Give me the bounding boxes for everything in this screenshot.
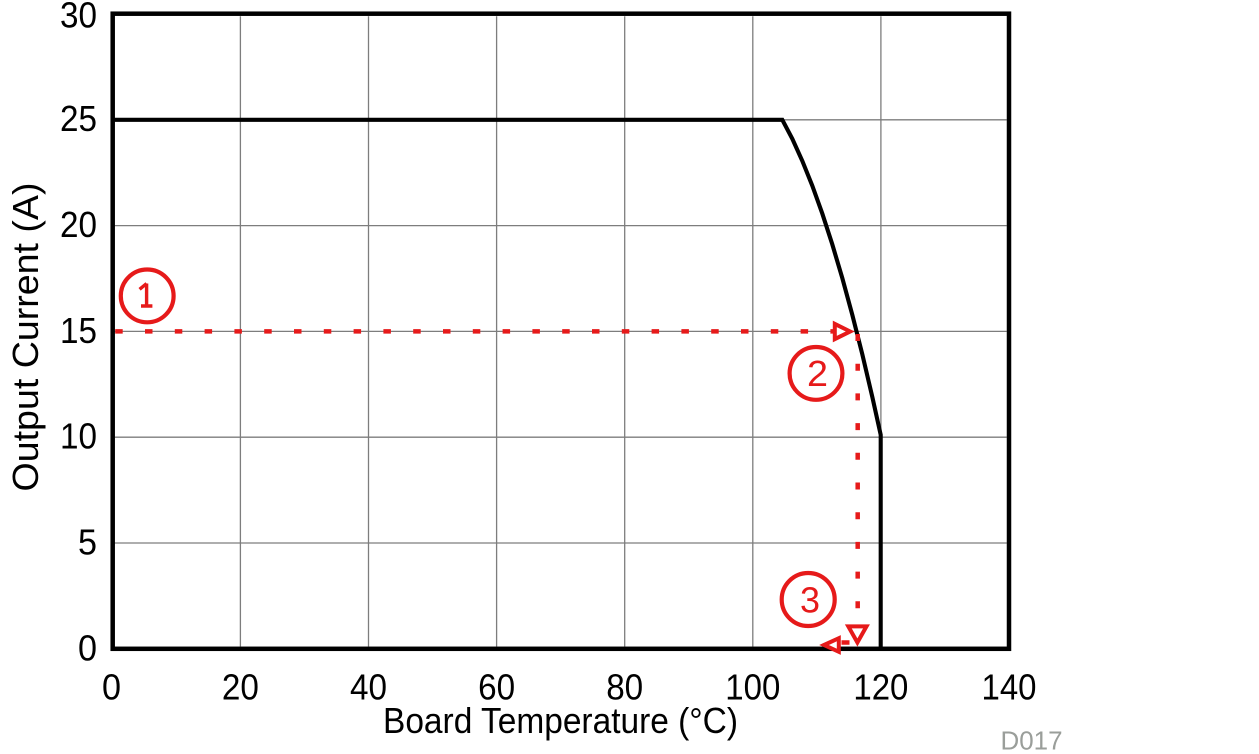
- svg-text:5: 5: [78, 522, 97, 563]
- svg-text:100: 100: [725, 667, 780, 708]
- svg-text:30: 30: [60, 0, 97, 36]
- svg-text:140: 140: [982, 667, 1037, 708]
- svg-text:80: 80: [606, 667, 643, 708]
- svg-text:120: 120: [853, 667, 908, 708]
- svg-text:20: 20: [60, 204, 97, 245]
- svg-text:3: 3: [800, 580, 820, 621]
- svg-text:25: 25: [60, 98, 97, 139]
- svg-text:20: 20: [222, 667, 259, 708]
- svg-text:0: 0: [78, 628, 97, 669]
- svg-text:Board Temperature (°C): Board Temperature (°C): [383, 700, 738, 741]
- svg-text:2: 2: [807, 353, 828, 394]
- svg-text:Output Current (A): Output Current (A): [5, 183, 46, 492]
- svg-text:0: 0: [102, 667, 121, 708]
- svg-text:60: 60: [478, 667, 515, 708]
- svg-text:D017: D017: [1001, 726, 1063, 754]
- svg-text:15: 15: [60, 310, 97, 351]
- svg-text:40: 40: [350, 667, 387, 708]
- svg-text:10: 10: [60, 416, 97, 457]
